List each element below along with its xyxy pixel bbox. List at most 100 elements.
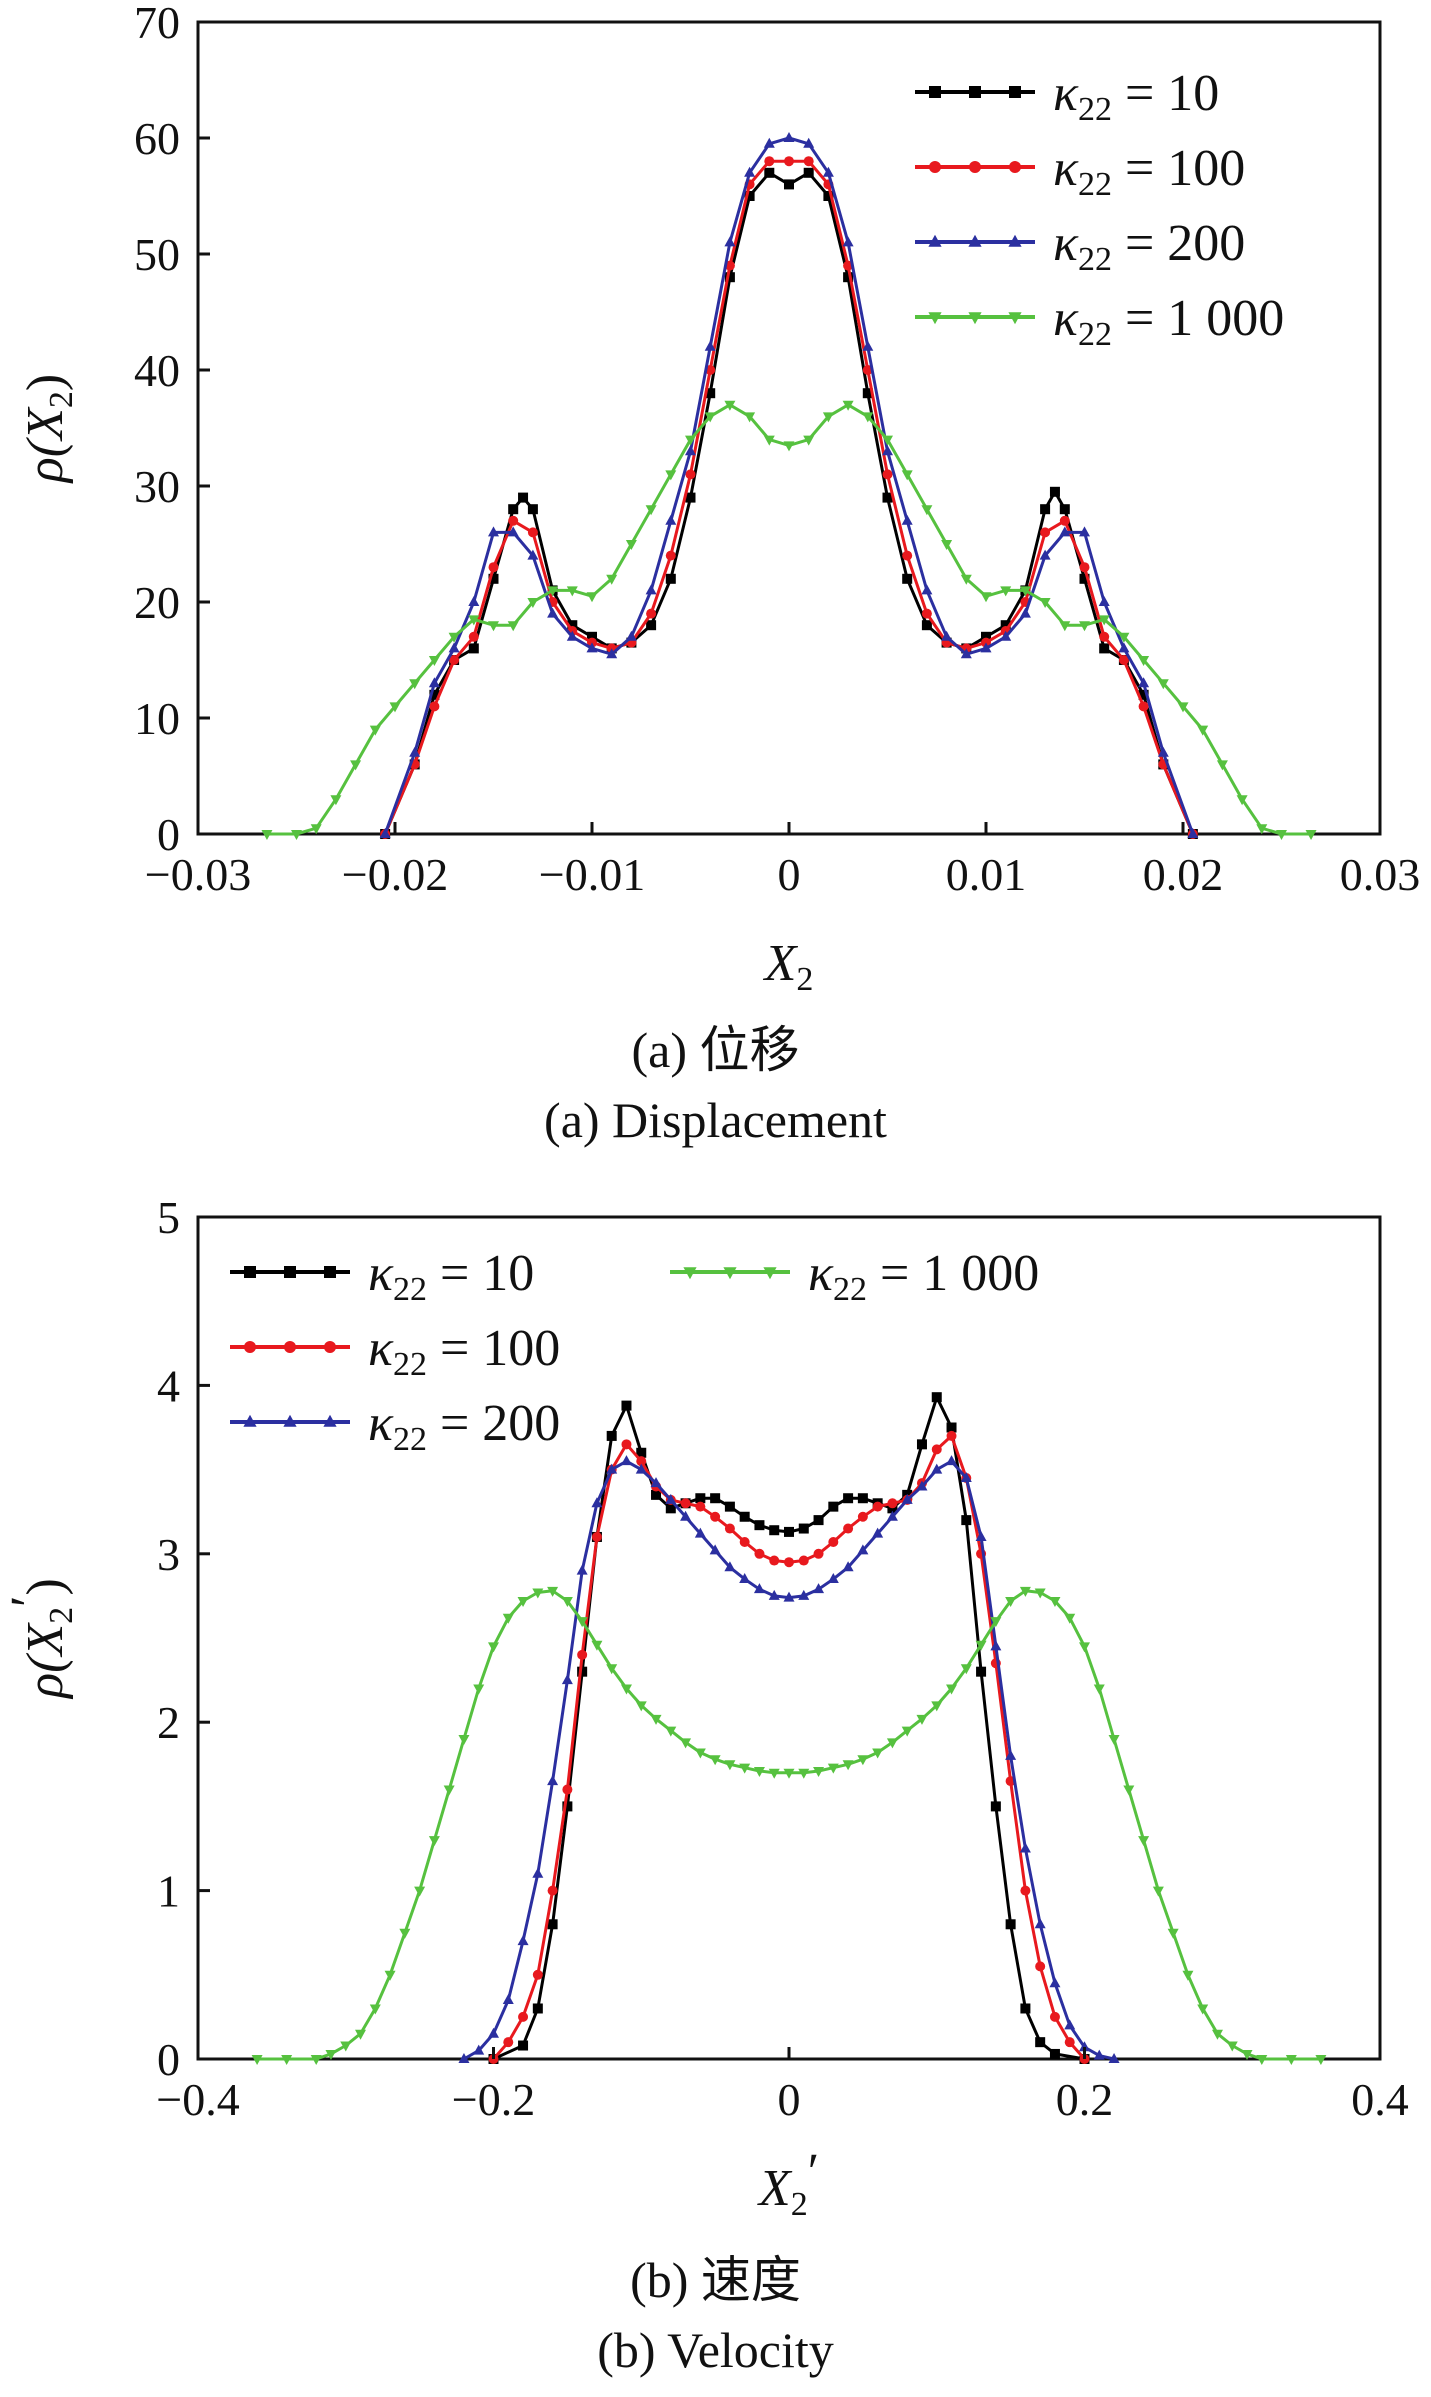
data-point-b-3 xyxy=(1064,1613,1076,1624)
data-point-a-3 xyxy=(744,412,756,423)
data-point-a-0 xyxy=(685,492,696,503)
data-point-b-1 xyxy=(769,1555,780,1566)
data-point-b-0 xyxy=(990,1801,1001,1812)
x-tick-label: 0.2 xyxy=(1056,2074,1114,2125)
x-tick-label: −0.03 xyxy=(145,849,251,900)
data-point-a-3 xyxy=(1019,586,1031,597)
data-point-a-3 xyxy=(409,679,421,690)
data-point-a-2 xyxy=(685,445,696,456)
data-point-b-3 xyxy=(680,1738,692,1749)
data-point-b-3 xyxy=(1034,1588,1046,1599)
data-point-b-3 xyxy=(561,1596,573,1607)
data-point-a-2 xyxy=(862,340,874,351)
data-point-b-2 xyxy=(1005,1749,1017,1760)
legend-marker-b-2 xyxy=(243,1414,257,1427)
data-point-b-3 xyxy=(724,1760,736,1771)
data-point-a-3 xyxy=(1197,725,1209,736)
data-point-a-0 xyxy=(1040,504,1051,515)
data-point-b-3 xyxy=(1123,1785,1135,1796)
data-point-a-1 xyxy=(803,156,814,167)
data-point-b-0 xyxy=(621,1400,632,1411)
x-axis-label-a: X2 xyxy=(763,935,814,998)
y-tick-label: 0 xyxy=(157,809,180,860)
legend-marker-a-1 xyxy=(1009,161,1021,173)
data-point-b-3 xyxy=(1211,2029,1223,2040)
data-point-a-1 xyxy=(1138,701,1149,712)
data-point-b-2 xyxy=(931,1463,943,1474)
data-point-b-3 xyxy=(1005,1596,1017,1607)
data-point-a-3 xyxy=(448,632,460,643)
data-point-a-3 xyxy=(1118,632,1130,643)
data-point-b-2 xyxy=(532,1867,544,1878)
x-tick-label: 0.01 xyxy=(946,849,1027,900)
legend-marker-a-3 xyxy=(1008,312,1022,325)
legend-marker-b-1 xyxy=(284,1341,296,1353)
data-point-b-1 xyxy=(1049,2011,1060,2022)
data-point-a-3 xyxy=(1098,615,1110,626)
data-point-a-3 xyxy=(842,400,854,411)
data-point-b-2 xyxy=(768,1589,780,1600)
data-point-b-0 xyxy=(1020,2003,1031,2014)
data-point-b-2 xyxy=(724,1561,736,1572)
data-point-a-3 xyxy=(586,592,598,603)
data-point-a-3 xyxy=(389,702,401,713)
data-point-a-3 xyxy=(941,540,953,550)
data-point-a-1 xyxy=(921,608,932,619)
data-point-b-1 xyxy=(813,1548,824,1559)
data-point-b-2 xyxy=(916,1480,928,1491)
data-point-b-3 xyxy=(576,1617,588,1628)
data-point-a-3 xyxy=(724,400,736,411)
series-line-b-3 xyxy=(257,1589,1321,2061)
y-tick-label: 40 xyxy=(134,345,180,396)
data-point-b-0 xyxy=(784,1526,794,1537)
data-point-b-2 xyxy=(798,1589,810,1600)
data-point-b-2 xyxy=(502,1994,514,2005)
data-point-a-0 xyxy=(705,388,716,399)
data-point-b-3 xyxy=(384,1970,396,1981)
data-point-b-3 xyxy=(340,2041,352,2052)
data-point-a-3 xyxy=(468,615,480,626)
y-tick-label: 0 xyxy=(157,2034,180,2085)
data-point-a-3 xyxy=(921,505,933,516)
data-point-a-0 xyxy=(567,620,578,631)
series-line-b-2 xyxy=(463,1459,1115,2061)
data-point-a-2 xyxy=(448,642,460,653)
data-point-b-3 xyxy=(739,1763,751,1774)
data-point-b-3 xyxy=(975,1640,987,1651)
data-point-b-3 xyxy=(591,1640,603,1651)
data-point-b-3 xyxy=(310,2055,322,2065)
data-point-a-3 xyxy=(862,412,874,423)
data-point-b-3 xyxy=(1241,2049,1253,2060)
data-point-a-0 xyxy=(508,504,519,515)
data-point-b-0 xyxy=(857,1493,868,1504)
legend-marker-a-2 xyxy=(928,234,942,247)
data-point-a-1 xyxy=(902,550,913,561)
data-point-b-2 xyxy=(1079,2041,1090,2052)
y-tick-label: 10 xyxy=(134,693,180,744)
data-point-a-0 xyxy=(429,689,440,700)
data-point-a-3 xyxy=(1216,760,1228,771)
data-point-a-2 xyxy=(625,630,637,641)
data-point-a-0 xyxy=(724,272,735,283)
data-point-a-2 xyxy=(645,584,657,595)
data-point-b-3 xyxy=(325,2049,337,2060)
data-point-b-3 xyxy=(872,1748,884,1759)
data-point-a-2 xyxy=(882,445,893,456)
data-point-b-2 xyxy=(975,1530,987,1541)
data-point-b-2 xyxy=(635,1463,647,1474)
data-point-a-3 xyxy=(625,540,637,550)
data-point-a-2 xyxy=(1079,526,1090,537)
x-axis-label-b: X2′ xyxy=(757,2144,819,2223)
data-point-b-3 xyxy=(532,1588,544,1599)
data-point-b-0 xyxy=(828,1501,839,1512)
data-point-b-1 xyxy=(518,2011,529,2022)
data-point-b-3 xyxy=(827,1763,839,1774)
y-axis-label-b: ρ(X2′) xyxy=(1,1578,80,1700)
y-tick-label: 70 xyxy=(134,0,180,48)
data-point-b-3 xyxy=(1197,2004,1209,2015)
series-line-a-3 xyxy=(266,403,1311,836)
data-point-a-3 xyxy=(1177,702,1189,713)
legend-marker-a-2 xyxy=(1008,234,1022,247)
data-point-a-2 xyxy=(941,630,953,641)
